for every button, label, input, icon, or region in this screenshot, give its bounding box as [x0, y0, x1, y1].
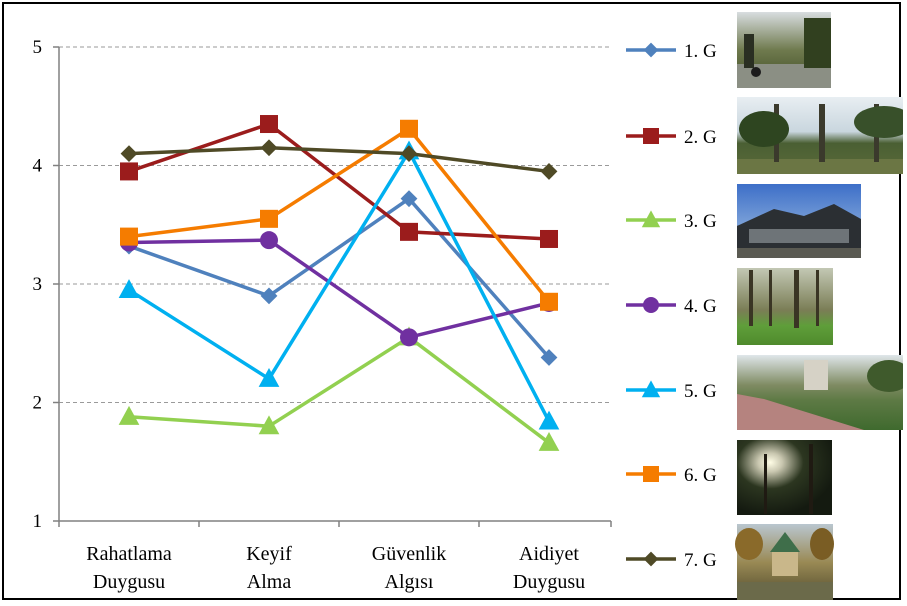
data-point [258, 368, 280, 387]
data-point [120, 227, 138, 246]
tick-labels: 1 2 3 4 5 Rahatlama Duygusu Keyif Alma Güvenlik Al… [33, 37, 612, 593]
series-1 [120, 190, 558, 366]
series-6 [120, 119, 558, 311]
building-photo [737, 184, 861, 258]
series-line [128, 196, 551, 359]
y-tick-label: 3 [33, 274, 43, 295]
data-point [260, 231, 278, 250]
x-tick-label: Duygusu [93, 571, 165, 593]
x-tick-label: Güvenlik [372, 543, 446, 565]
data-point [260, 287, 278, 305]
legend-item: 7. G [626, 550, 717, 571]
park-trees-photo [737, 97, 903, 174]
legend-photos [735, 12, 903, 600]
legend-item: 6. G [626, 465, 717, 486]
x-tick-label: Algısı [385, 571, 434, 593]
data-point [120, 162, 138, 181]
legend-marker [643, 466, 659, 482]
legend-marker [641, 210, 661, 228]
series-lines [118, 115, 560, 451]
series-7 [120, 139, 558, 180]
data-point [260, 209, 278, 228]
x-tick-label: Duygusu [513, 571, 585, 593]
data-point [400, 145, 418, 163]
legend-marker [641, 380, 661, 398]
legend-marker [643, 42, 659, 58]
series-line [128, 122, 550, 241]
series-3 [118, 326, 560, 451]
y-tick-label: 4 [33, 156, 43, 177]
x-tick-label: Aidiyet [519, 543, 579, 565]
data-point [540, 349, 558, 366]
data-point [538, 431, 560, 451]
series-2 [120, 115, 558, 248]
legend-item: 3. G [626, 210, 717, 232]
legend-label: 5. G [684, 381, 717, 402]
gridlines [59, 46, 611, 403]
x-tick-label: Alma [247, 571, 292, 593]
data-point [400, 328, 418, 347]
legend-marker [643, 297, 659, 313]
data-point [118, 405, 140, 425]
series-line [128, 145, 550, 174]
chart-svg: 1 2 3 4 5 Rahatlama Duygusu Keyif Alma Güvenlik Al… [33, 12, 903, 600]
gazebo-photo [735, 524, 834, 600]
data-point [120, 145, 138, 163]
x-tick-label: Rahatlama [86, 543, 172, 565]
y-tick-label: 1 [33, 511, 43, 532]
data-point [400, 119, 418, 138]
legend-label: 3. G [684, 211, 717, 232]
data-point [258, 415, 280, 435]
series-line [128, 238, 550, 340]
forest-photo [737, 268, 833, 345]
legend: 1. G 2. G 3. G 4. G 5. G 6. G 7. G [626, 41, 717, 571]
legend-item: 5. G [626, 380, 717, 402]
legend-item: 4. G [626, 296, 717, 317]
data-point [260, 115, 278, 134]
x-tick-label: Keyif [246, 543, 292, 565]
data-point [540, 163, 558, 180]
legend-item: 1. G [626, 41, 717, 62]
legend-label: 1. G [684, 41, 717, 62]
data-point [400, 190, 418, 208]
y-tick-label: 2 [33, 393, 43, 414]
legend-label: 4. G [684, 296, 717, 317]
legend-marker [643, 551, 659, 567]
series-line [128, 149, 551, 423]
data-point [260, 139, 278, 157]
series-line [128, 127, 551, 303]
legend-label: 6. G [684, 465, 717, 486]
series-5 [118, 140, 560, 430]
data-point [540, 229, 558, 248]
sunlit-trees-photo [737, 440, 832, 515]
legend-marker [643, 128, 659, 144]
series-line [128, 335, 551, 445]
data-point [118, 279, 140, 299]
park-entrance-photo [737, 12, 831, 88]
y-tick-label: 5 [33, 37, 43, 58]
data-point [400, 222, 418, 241]
legend-item: 2. G [626, 127, 717, 148]
data-point [540, 292, 558, 311]
legend-label: 2. G [684, 127, 717, 148]
park-path-photo [737, 355, 903, 430]
data-point [538, 410, 560, 430]
legend-label: 7. G [684, 550, 717, 571]
